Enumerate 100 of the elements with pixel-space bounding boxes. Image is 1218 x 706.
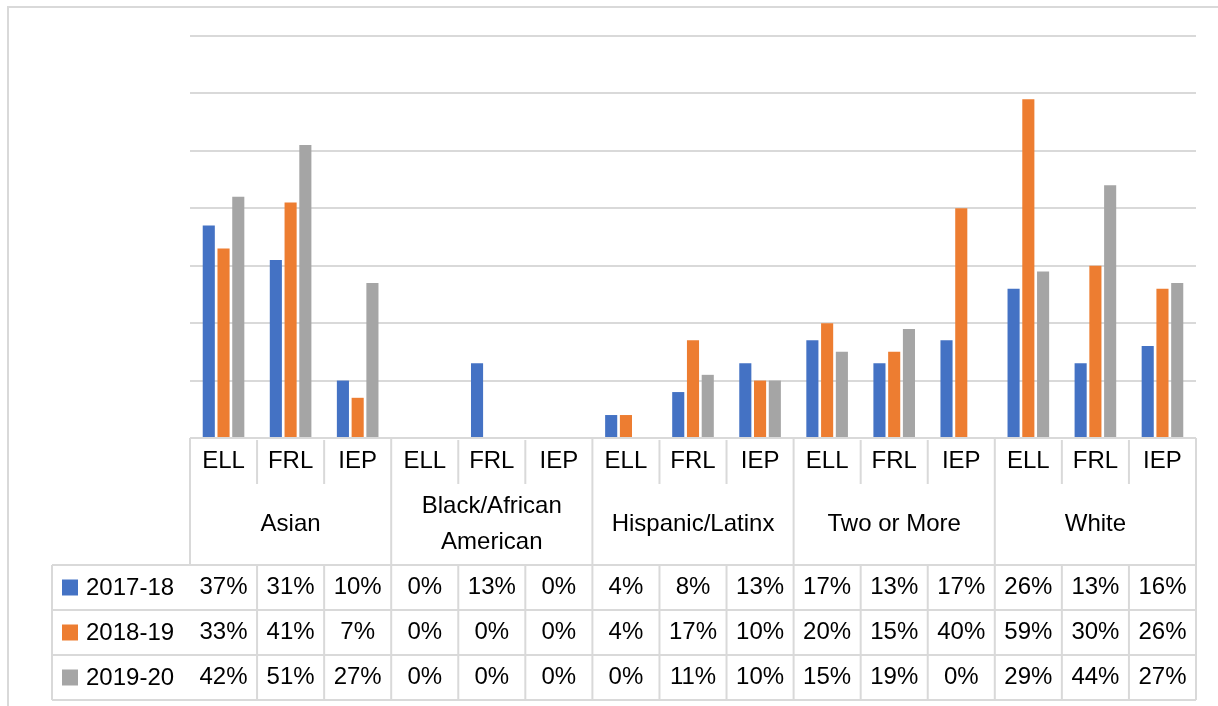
bar xyxy=(768,380,781,437)
data-label: 42% xyxy=(199,662,248,690)
data-label: 59% xyxy=(1004,617,1053,645)
bar xyxy=(754,380,767,437)
bar xyxy=(269,259,282,437)
data-label: 13% xyxy=(870,572,919,600)
x-tick-label: IEP xyxy=(740,445,780,473)
data-label: 17% xyxy=(668,617,718,645)
data-label: 17% xyxy=(803,572,852,600)
data-label: 51% xyxy=(266,662,315,690)
x-tick-label: ELL xyxy=(1006,445,1050,473)
bar xyxy=(1074,363,1087,437)
legend-label: 2017-18 xyxy=(86,573,175,601)
bar xyxy=(619,415,632,437)
bar xyxy=(605,415,618,437)
x-tick-label: ELL xyxy=(805,445,849,473)
data-label: 10% xyxy=(736,617,785,645)
text: Two or More xyxy=(827,509,961,537)
data-label: 41% xyxy=(266,617,315,645)
data-label: 37% xyxy=(199,572,248,600)
data-label: 0% xyxy=(541,617,577,645)
bar xyxy=(336,380,349,437)
data-label: 0% xyxy=(407,617,443,645)
bar xyxy=(202,225,215,437)
data-label: 27% xyxy=(1138,662,1187,690)
data-label: 0% xyxy=(541,572,577,600)
data-label: 0% xyxy=(943,662,979,690)
data-label: 26% xyxy=(1004,572,1053,600)
x-tick-label: IEP xyxy=(539,445,579,473)
bar xyxy=(902,328,915,437)
legend-label: 2018-19 xyxy=(86,618,175,646)
data-label: 19% xyxy=(870,662,919,690)
bar xyxy=(217,248,230,437)
data-label: 17% xyxy=(937,572,986,600)
data-label: 10% xyxy=(736,662,785,690)
data-label: 30% xyxy=(1071,617,1120,645)
data-label: 0% xyxy=(407,572,443,600)
data-label: 0% xyxy=(541,662,577,690)
data-label: 33% xyxy=(199,617,248,645)
x-tick-label: ELL xyxy=(604,445,648,473)
data-label: 40% xyxy=(937,617,986,645)
data-label: 0% xyxy=(474,617,510,645)
bar xyxy=(672,392,685,437)
x-tick-label: FRL xyxy=(871,445,917,473)
bar xyxy=(366,282,379,437)
text: Hispanic/Latinx xyxy=(611,509,775,537)
data-label: 31% xyxy=(266,572,315,600)
text: Asian xyxy=(260,509,321,537)
bar xyxy=(873,363,886,437)
bar xyxy=(471,363,484,437)
x-tick-label: FRL xyxy=(1072,445,1119,473)
data-label: 0% xyxy=(608,662,644,690)
data-label: 13% xyxy=(467,572,516,600)
x-tick-label: IEP xyxy=(941,445,981,473)
bar xyxy=(1156,288,1169,437)
x-tick-label: IEP xyxy=(338,445,378,473)
x-tick-label: IEP xyxy=(1143,445,1182,473)
text: Black/African American xyxy=(421,491,562,555)
data-label: 15% xyxy=(870,617,919,645)
bar xyxy=(1104,185,1117,437)
bar xyxy=(1022,99,1035,437)
bar xyxy=(232,196,245,437)
bar xyxy=(955,208,968,437)
data-label: 29% xyxy=(1004,662,1053,690)
bar xyxy=(739,363,752,437)
data-label: 4% xyxy=(608,572,644,600)
legend-label: 2019-20 xyxy=(86,663,175,691)
data-label: 26% xyxy=(1138,617,1187,645)
bar xyxy=(686,340,700,437)
data-label: 16% xyxy=(1138,572,1187,600)
data-label: 13% xyxy=(736,572,785,600)
data-label: 27% xyxy=(333,662,382,690)
bar xyxy=(299,145,312,437)
bar xyxy=(1007,288,1020,437)
x-tick-label: FRL xyxy=(670,445,716,473)
data-label: 20% xyxy=(803,617,852,645)
bar xyxy=(888,351,901,437)
bar xyxy=(284,202,297,437)
data-label: 8% xyxy=(675,572,711,600)
bar xyxy=(701,374,714,437)
data-label: 7% xyxy=(340,617,376,645)
bar xyxy=(1141,346,1154,437)
data-label: 44% xyxy=(1071,662,1120,690)
x-tick-label: FRL xyxy=(267,445,314,473)
data-label: 11% xyxy=(669,662,717,690)
bar xyxy=(1089,265,1102,437)
bar xyxy=(940,340,953,437)
data-label: 15% xyxy=(803,662,852,690)
bar xyxy=(835,351,848,437)
data-label: 0% xyxy=(474,662,510,690)
data-label: 10% xyxy=(333,572,382,600)
data-label: 13% xyxy=(1071,572,1120,600)
x-tick-label: FRL xyxy=(469,445,515,473)
x-tick-label: ELL xyxy=(202,445,245,473)
bar xyxy=(1171,282,1184,437)
data-label: 0% xyxy=(407,662,443,690)
data-label: 4% xyxy=(608,617,644,645)
bar xyxy=(1037,271,1050,437)
bar xyxy=(821,323,834,437)
bar xyxy=(806,340,819,437)
